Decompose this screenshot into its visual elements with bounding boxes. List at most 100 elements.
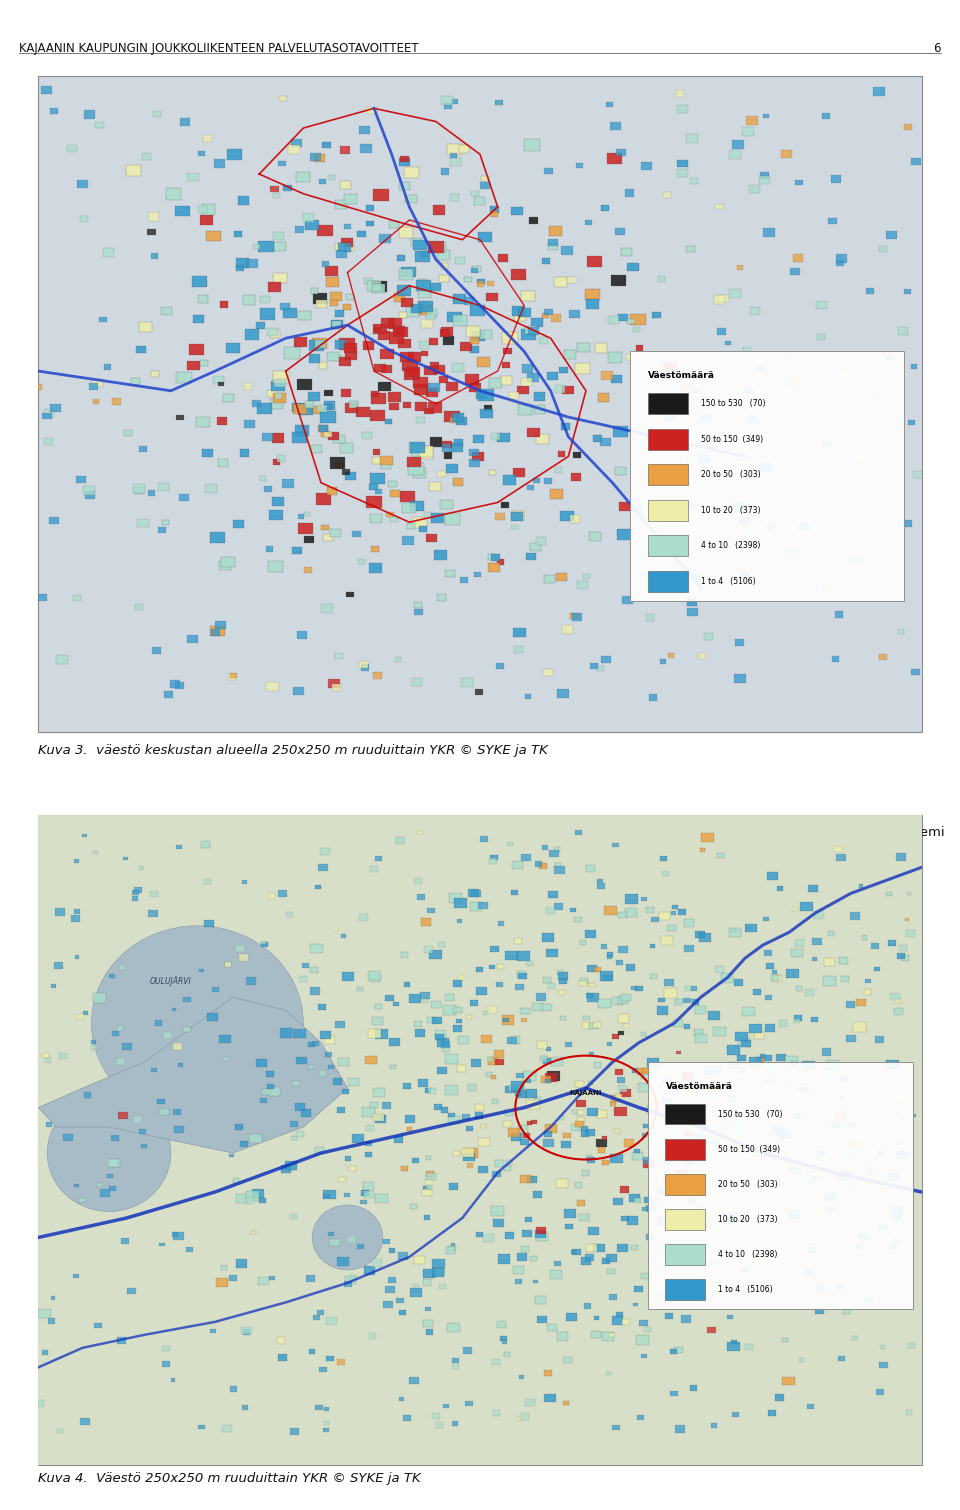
Bar xyxy=(372,391,379,397)
Bar xyxy=(476,1232,483,1237)
Bar xyxy=(762,1065,773,1072)
Bar xyxy=(426,314,435,320)
Bar xyxy=(773,975,782,982)
Bar xyxy=(511,1081,524,1090)
Bar xyxy=(408,352,420,362)
Bar xyxy=(160,307,172,316)
Bar xyxy=(655,1154,664,1160)
Bar xyxy=(413,468,426,479)
Bar xyxy=(913,471,924,479)
Bar xyxy=(57,1428,62,1433)
Bar xyxy=(82,834,86,838)
Bar xyxy=(544,1394,556,1403)
Bar xyxy=(646,1205,656,1213)
Bar xyxy=(600,438,612,447)
Bar xyxy=(632,986,637,991)
Bar xyxy=(839,957,849,963)
Bar xyxy=(335,462,343,468)
Bar xyxy=(489,470,496,476)
Bar xyxy=(525,1400,535,1406)
Bar xyxy=(644,1197,652,1202)
Bar xyxy=(491,211,498,216)
Bar xyxy=(133,888,142,892)
Bar xyxy=(180,494,188,501)
Bar xyxy=(423,512,431,518)
Bar xyxy=(496,433,510,442)
Bar xyxy=(276,455,285,462)
Bar xyxy=(543,669,553,676)
Bar xyxy=(646,1234,655,1240)
Bar xyxy=(563,1132,570,1139)
Bar xyxy=(271,381,285,391)
Bar xyxy=(492,554,500,560)
Bar xyxy=(594,966,601,972)
Bar xyxy=(311,445,322,453)
Bar xyxy=(310,968,318,972)
Bar xyxy=(391,516,398,522)
Bar xyxy=(597,883,605,889)
Bar xyxy=(579,1214,589,1222)
Bar xyxy=(811,1016,818,1022)
Bar xyxy=(475,689,483,695)
Bar xyxy=(357,1244,364,1249)
Bar xyxy=(671,912,676,915)
Bar xyxy=(876,1389,884,1395)
Bar xyxy=(517,385,529,394)
Bar xyxy=(396,838,404,844)
Bar xyxy=(273,231,284,240)
Bar xyxy=(269,1276,275,1280)
Text: 50 to 150  (349): 50 to 150 (349) xyxy=(701,435,763,444)
Bar xyxy=(878,1151,884,1155)
Bar xyxy=(423,1320,433,1327)
Bar xyxy=(656,1187,663,1193)
Bar xyxy=(261,941,266,944)
Bar xyxy=(785,1055,798,1066)
Bar xyxy=(525,326,537,334)
Bar xyxy=(51,985,57,989)
Bar xyxy=(465,1148,478,1158)
Bar xyxy=(535,861,542,867)
Bar xyxy=(796,986,803,991)
Bar xyxy=(468,889,479,897)
Bar xyxy=(293,405,307,414)
Bar xyxy=(235,945,245,953)
Bar xyxy=(138,445,147,453)
Bar xyxy=(621,248,633,255)
Bar xyxy=(218,459,228,467)
Bar xyxy=(850,1142,860,1149)
Bar xyxy=(50,109,59,115)
Bar xyxy=(438,942,444,947)
Bar xyxy=(715,1066,722,1072)
Bar xyxy=(627,319,635,325)
Bar xyxy=(646,433,654,439)
Bar xyxy=(727,1315,732,1320)
Bar xyxy=(618,1031,624,1036)
Bar xyxy=(459,145,469,153)
Bar xyxy=(73,595,81,601)
Bar xyxy=(612,997,623,1006)
Bar xyxy=(890,992,900,1000)
Bar xyxy=(511,512,523,521)
Bar xyxy=(625,189,635,196)
Bar xyxy=(750,186,759,193)
Bar xyxy=(615,1093,622,1099)
Bar xyxy=(574,917,583,923)
Bar xyxy=(478,390,493,400)
Bar xyxy=(787,1125,793,1129)
Bar xyxy=(278,889,287,897)
Bar xyxy=(478,1166,488,1173)
Bar xyxy=(894,1009,902,1015)
Bar xyxy=(316,299,327,308)
Bar xyxy=(409,994,420,1003)
Bar xyxy=(180,118,190,125)
Bar xyxy=(851,1122,855,1126)
Bar xyxy=(637,1068,648,1075)
Bar xyxy=(315,1148,324,1154)
Bar xyxy=(35,385,42,390)
Bar xyxy=(335,340,347,349)
Bar xyxy=(626,965,636,971)
Bar xyxy=(122,1042,132,1049)
Bar xyxy=(402,503,416,513)
Bar xyxy=(449,1182,459,1190)
Bar xyxy=(256,323,265,329)
